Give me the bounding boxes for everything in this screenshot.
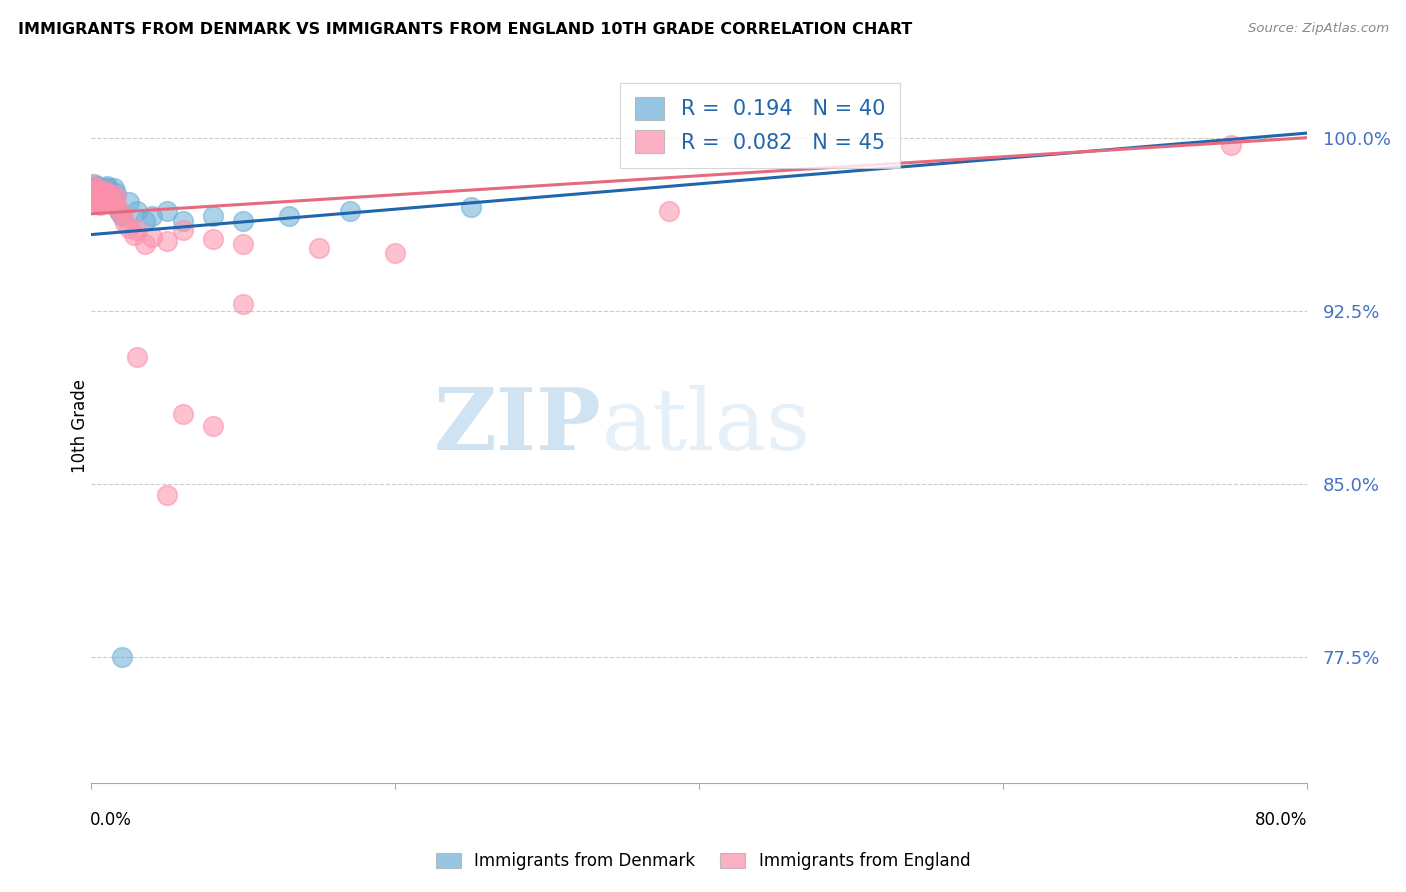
Point <box>84 195 107 210</box>
Point <box>91 193 114 207</box>
Point <box>97 181 120 195</box>
Point <box>201 209 224 223</box>
Point <box>84 191 107 205</box>
Point <box>93 191 115 205</box>
Point <box>84 184 107 198</box>
Point <box>86 191 108 205</box>
Point <box>87 184 110 198</box>
Point <box>86 179 108 194</box>
Point <box>107 204 129 219</box>
Text: 80.0%: 80.0% <box>1254 811 1308 829</box>
Point <box>91 191 114 205</box>
Text: Source: ZipAtlas.com: Source: ZipAtlas.com <box>1249 22 1389 36</box>
Point <box>118 195 141 210</box>
Point <box>96 179 118 194</box>
Point <box>104 191 127 205</box>
Point <box>89 195 111 210</box>
Point <box>96 186 118 200</box>
Point <box>125 223 148 237</box>
Point <box>101 191 124 205</box>
Point <box>100 193 122 207</box>
Point <box>107 204 129 219</box>
Point <box>339 204 361 219</box>
Point <box>98 191 121 205</box>
Point <box>308 241 330 255</box>
Point <box>93 186 115 200</box>
Point <box>172 408 194 422</box>
Point <box>97 186 120 200</box>
Point <box>104 186 127 200</box>
Point <box>384 246 406 260</box>
Point <box>201 419 224 434</box>
Point <box>84 181 107 195</box>
Point <box>103 181 125 195</box>
Text: ZIP: ZIP <box>434 384 602 468</box>
Point <box>111 209 134 223</box>
Point <box>94 181 117 195</box>
Point <box>87 193 110 207</box>
Legend: R =  0.194   N = 40, R =  0.082   N = 45: R = 0.194 N = 40, R = 0.082 N = 45 <box>620 83 900 168</box>
Point <box>96 188 118 202</box>
Point <box>83 188 105 202</box>
Point <box>89 197 111 211</box>
Point <box>277 209 299 223</box>
Point <box>83 177 105 191</box>
Point <box>93 188 115 202</box>
Point <box>1220 137 1243 152</box>
Point <box>460 200 482 214</box>
Point <box>156 204 179 219</box>
Point <box>87 195 110 210</box>
Point <box>87 186 110 200</box>
Point <box>82 181 104 195</box>
Point <box>141 209 163 223</box>
Point <box>134 213 156 227</box>
Point <box>84 188 107 202</box>
Point <box>125 204 148 219</box>
Point <box>141 230 163 244</box>
Point <box>94 186 117 200</box>
Point <box>100 188 122 202</box>
Text: atlas: atlas <box>602 384 811 467</box>
Point <box>172 223 194 237</box>
Text: 0.0%: 0.0% <box>90 811 132 829</box>
Y-axis label: 10th Grade: 10th Grade <box>72 379 89 473</box>
Point <box>82 184 104 198</box>
Point <box>114 216 136 230</box>
Point <box>172 213 194 227</box>
Point <box>125 350 148 364</box>
Point <box>111 649 134 664</box>
Point <box>232 236 254 251</box>
Point <box>83 186 105 200</box>
Point <box>89 188 111 202</box>
Point <box>83 179 105 194</box>
Point <box>94 184 117 198</box>
Point <box>232 213 254 227</box>
Point <box>111 207 134 221</box>
Point <box>86 181 108 195</box>
Point <box>96 195 118 210</box>
Point <box>232 296 254 310</box>
Point <box>118 220 141 235</box>
Point <box>93 184 115 198</box>
Legend: Immigrants from Denmark, Immigrants from England: Immigrants from Denmark, Immigrants from… <box>429 846 977 877</box>
Point <box>98 186 121 200</box>
Point <box>658 204 681 219</box>
Point <box>156 235 179 249</box>
Text: IMMIGRANTS FROM DENMARK VS IMMIGRANTS FROM ENGLAND 10TH GRADE CORRELATION CHART: IMMIGRANTS FROM DENMARK VS IMMIGRANTS FR… <box>18 22 912 37</box>
Point <box>201 232 224 246</box>
Point <box>91 184 114 198</box>
Point <box>156 488 179 502</box>
Point <box>103 188 125 202</box>
Point <box>89 186 111 200</box>
Point <box>91 181 114 195</box>
Point <box>122 227 145 242</box>
Point <box>101 195 124 210</box>
Point <box>134 236 156 251</box>
Point <box>86 193 108 207</box>
